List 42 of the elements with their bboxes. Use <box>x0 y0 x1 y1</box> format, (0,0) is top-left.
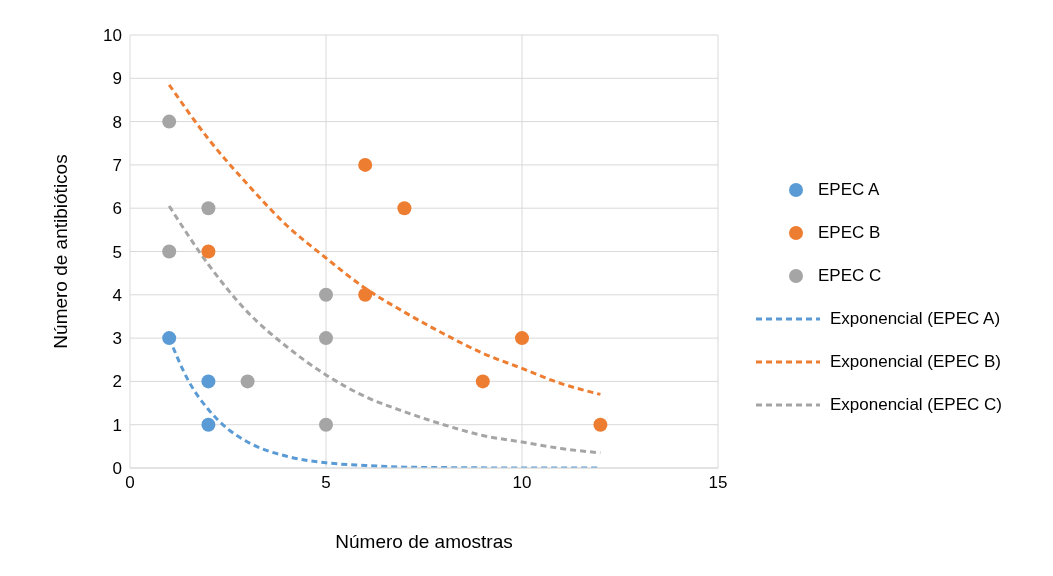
legend-label: Exponencial (EPEC B) <box>830 351 1002 372</box>
y-tick-label: 9 <box>112 69 122 89</box>
point <box>201 374 216 389</box>
x-tick-label: 5 <box>321 473 331 493</box>
x-axis-title: Número de amostras <box>335 531 513 552</box>
y-tick-label: 5 <box>112 242 122 262</box>
y-axis-title: Número de antibióticos <box>49 154 71 349</box>
point <box>201 201 216 216</box>
y-tick-label: 10 <box>103 26 122 46</box>
line-series <box>167 204 602 455</box>
legend-label: EPEC A <box>818 179 880 200</box>
point <box>319 417 333 432</box>
point <box>162 331 177 346</box>
point <box>397 201 412 216</box>
y-tick-label: 8 <box>112 112 122 132</box>
point <box>319 331 333 346</box>
point <box>162 244 177 259</box>
point <box>319 287 333 302</box>
point <box>201 417 216 432</box>
y-tick-label: 3 <box>112 329 122 349</box>
point <box>201 244 216 259</box>
y-tick-label: 1 <box>112 415 122 435</box>
legend-label: Exponencial (EPEC A) <box>830 308 1001 329</box>
y-tick-label: 0 <box>112 459 122 479</box>
line-series <box>167 83 602 396</box>
point <box>358 157 373 172</box>
point <box>475 374 490 389</box>
legend-label: EPEC C <box>818 265 882 286</box>
legend-label: Exponencial (EPEC C) <box>830 394 1002 415</box>
point <box>240 374 255 389</box>
y-tick-label: 7 <box>112 155 122 175</box>
x-tick-label: 0 <box>125 473 135 493</box>
x-tick-label: 15 <box>708 473 728 493</box>
point <box>593 417 608 432</box>
x-tick-label: 10 <box>512 473 532 493</box>
point <box>515 331 529 346</box>
legend-label: EPEC B <box>818 222 881 243</box>
point <box>358 287 373 302</box>
point <box>162 114 177 129</box>
y-tick-label: 6 <box>112 199 122 219</box>
y-tick-label: 2 <box>112 372 122 392</box>
y-tick-label: 4 <box>112 285 122 305</box>
